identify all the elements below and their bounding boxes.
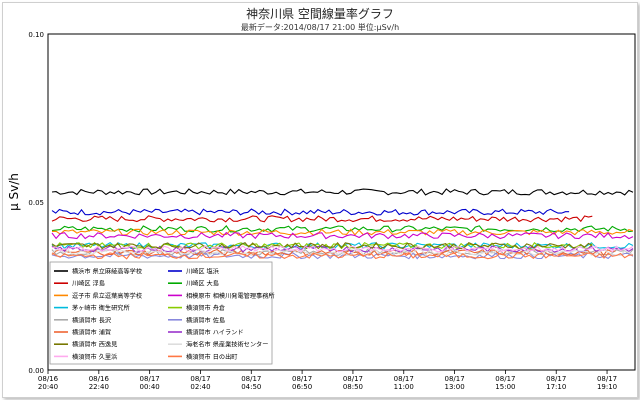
legend-label: 横須賀市 ハイランド [186, 329, 244, 337]
series-line [51, 241, 593, 250]
y-axis-label: μ Sv/h [7, 173, 21, 211]
legend-label: 横須賀市 日の出町 [186, 353, 237, 361]
x-tick-label-date: 08/17 [190, 375, 210, 383]
series-line [51, 215, 593, 223]
x-tick-label-time: 04:50 [241, 383, 261, 391]
legend-label: 横須賀市 浦賀 [72, 329, 111, 337]
series-line [51, 252, 634, 260]
series-line [51, 241, 593, 250]
x-tick-label-time: 00:40 [140, 383, 160, 391]
x-tick-label-date: 08/17 [597, 375, 617, 383]
x-tick-label-date: 08/16 [89, 375, 110, 383]
legend-box [49, 261, 273, 365]
legend-label: 横須賀市 長沢 [72, 316, 112, 324]
legend-label: 川崎区 浮島 [72, 280, 105, 288]
legend-label: 茅ヶ崎市 衛生研究所 [72, 304, 130, 312]
x-tick-label-date: 08/17 [546, 375, 566, 383]
x-tick-label-time: 19:10 [597, 383, 617, 391]
chart-subtitle: 最新データ:2014/08/17 21:00 単位:μSv/h [240, 23, 400, 32]
series-line [51, 245, 634, 253]
series-line [51, 188, 634, 196]
chart-title: 神奈川県 空間線量率グラフ [246, 7, 394, 21]
x-tick-label-time: 20:40 [38, 383, 58, 391]
x-tick-label-time: 22:40 [89, 383, 109, 391]
series-line [51, 248, 634, 257]
legend-label: 相模原市 相模川発電管理事務所 [186, 292, 275, 300]
legend-label: 川崎区 塩浜 [186, 268, 219, 276]
x-tick-label-date: 08/17 [292, 375, 312, 383]
y-tick-label: 0.10 [28, 31, 44, 39]
legend-label: 横浜市 県立麻綾高等学校 [72, 268, 142, 276]
x-tick-label-time: 02:40 [190, 383, 210, 391]
x-tick-label-date: 08/17 [343, 375, 363, 383]
x-tick-label-date: 08/17 [140, 375, 160, 383]
x-tick-label-date: 08/17 [495, 375, 515, 383]
y-tick-label: 0.05 [28, 199, 44, 207]
legend-label: 横須賀市 久里浜 [72, 353, 117, 361]
legend-label: 海老名市 県産業技術センター [186, 341, 268, 349]
x-tick-label-time: 13:00 [444, 383, 464, 391]
x-tick-label-date: 08/17 [444, 375, 464, 383]
legend-label: 川崎区 大島 [186, 280, 219, 288]
x-tick-label-time: 17:10 [546, 383, 566, 391]
series-line [51, 231, 634, 240]
legend-label: 横須賀市 舟倉 [186, 304, 225, 312]
series-line [51, 225, 634, 233]
x-tick-label-date: 08/17 [241, 375, 261, 383]
legend-label: 横須賀市 西逸見 [72, 341, 117, 349]
x-tick-label-date: 08/16 [38, 375, 59, 383]
series-line [51, 228, 634, 236]
series-line [51, 208, 570, 216]
series-line [51, 251, 634, 260]
legend-label: 逗子市 県立逗葉高等学校 [72, 292, 142, 300]
y-tick-label: 0.00 [28, 367, 44, 375]
x-tick-label-time: 06:50 [292, 383, 312, 391]
x-tick-label-date: 08/17 [394, 375, 414, 383]
x-tick-label-time: 15:00 [495, 383, 515, 391]
series-lines [51, 188, 634, 260]
legend-label: 横須賀市 佐島 [186, 316, 225, 324]
x-tick-label-time: 11:00 [394, 383, 414, 391]
x-tick-label-time: 08:50 [343, 383, 363, 391]
